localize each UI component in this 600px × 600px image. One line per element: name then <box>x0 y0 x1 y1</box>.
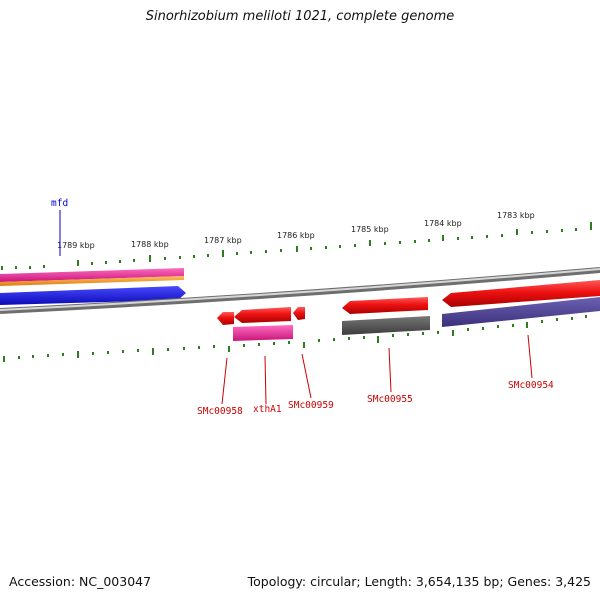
gene-leader-lines <box>221 334 533 405</box>
gene-label-smc00954[interactable]: SMc00954 <box>508 380 554 391</box>
feature-boxes <box>233 297 600 341</box>
kbp-label-1783: 1783 kbp <box>497 211 535 220</box>
kbp-label-1787: 1787 kbp <box>204 236 242 245</box>
gene-arrow-smc00954[interactable] <box>442 280 600 307</box>
feature-gray-box[interactable] <box>342 316 430 335</box>
feature-slate-box[interactable] <box>442 297 600 327</box>
track-magenta[interactable] <box>0 268 184 282</box>
kbp-scale-labels: 1789 kbp 1788 kbp 1787 kbp 1786 kbp 1785… <box>57 211 535 250</box>
track-orange[interactable] <box>0 276 184 286</box>
kbp-label-1784: 1784 kbp <box>424 219 462 228</box>
kbp-label-1789: 1789 kbp <box>57 241 95 250</box>
forward-tracks-left <box>0 268 186 305</box>
accession-text: Accession: NC_003047 <box>9 574 152 589</box>
gene-labels: SMc00958 xthA1 SMc00959 SMc00955 SMc0095… <box>197 380 554 417</box>
gene-arrow-smc00959[interactable] <box>293 307 305 320</box>
track-blue-arrow[interactable] <box>0 286 186 305</box>
genome-backbone-highlight <box>0 268 600 311</box>
kbp-label-1788: 1788 kbp <box>131 240 169 249</box>
gene-label-mfd[interactable]: mfd <box>51 198 68 209</box>
lower-scale-ticks <box>3 315 587 362</box>
upper-scale-ticks <box>1 222 592 270</box>
kbp-label-1786: 1786 kbp <box>277 231 315 240</box>
feature-magenta-box[interactable] <box>233 325 293 341</box>
genome-summary-text: Topology: circular; Length: 3,654,135 bp… <box>247 574 591 589</box>
gene-label-smc00955[interactable]: SMc00955 <box>367 394 413 405</box>
page-title: Sinorhizobium meliloti 1021, complete ge… <box>145 9 455 24</box>
kbp-label-1785: 1785 kbp <box>351 225 389 234</box>
gene-label-smc00958[interactable]: SMc00958 <box>197 406 243 417</box>
gene-arrow-smc00955[interactable] <box>342 297 428 314</box>
gene-label-xtha1[interactable]: xthA1 <box>253 404 282 415</box>
gene-label-smc00959[interactable]: SMc00959 <box>288 400 334 411</box>
gene-arrows <box>217 280 600 325</box>
gene-arrow-smc00958[interactable] <box>217 312 234 325</box>
gene-arrow-xtha1[interactable] <box>234 307 291 323</box>
